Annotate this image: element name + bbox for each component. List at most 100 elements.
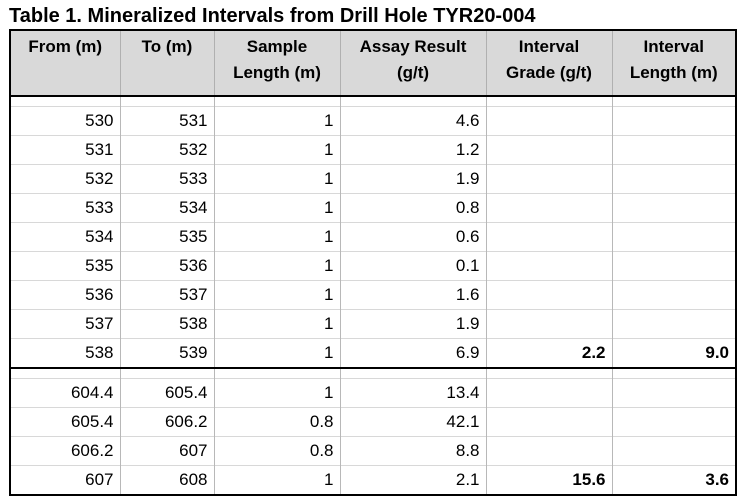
cell-sample-length: 1 — [213, 280, 340, 310]
cell-interval-grade — [485, 378, 612, 408]
cell-interval-grade: 15.6 — [485, 465, 612, 495]
spacer-cell — [485, 367, 612, 379]
cell-from: 604.4 — [10, 378, 120, 408]
cell-to: 538 — [119, 309, 214, 339]
cell-from: 538 — [10, 338, 120, 369]
cell-to: 532 — [119, 135, 214, 165]
cell-sample-length: 1 — [213, 378, 340, 408]
cell-to: 605.4 — [119, 378, 214, 408]
cell-assay-result: 6.9 — [339, 338, 486, 369]
table-row: 606.2 607 0.8 8.8 — [10, 436, 736, 466]
cell-interval-grade — [485, 309, 612, 339]
table-row: 537 538 1 1.9 — [10, 309, 736, 339]
cell-sample-length: 1 — [213, 309, 340, 339]
spacer-cell — [10, 367, 120, 379]
cell-sample-length: 1 — [213, 135, 340, 165]
table-row: 531 532 1 1.2 — [10, 135, 736, 165]
spacer-cell — [611, 95, 736, 107]
cell-from: 536 — [10, 280, 120, 310]
spacer-cell — [339, 95, 486, 107]
cell-assay-result: 0.1 — [339, 251, 486, 281]
cell-interval-length — [611, 135, 736, 165]
cell-from: 607 — [10, 465, 120, 495]
cell-to: 608 — [119, 465, 214, 495]
cell-to: 531 — [119, 106, 214, 136]
cell-assay-result: 1.9 — [339, 309, 486, 339]
cell-from: 531 — [10, 135, 120, 165]
table-row: 604.4 605.4 1 13.4 — [10, 378, 736, 408]
cell-interval-length — [611, 251, 736, 281]
cell-assay-result: 4.6 — [339, 106, 486, 136]
cell-from: 532 — [10, 164, 120, 194]
cell-to: 535 — [119, 222, 214, 252]
cell-interval-length — [611, 309, 736, 339]
spacer-cell — [611, 367, 736, 379]
cell-sample-length: 1 — [213, 251, 340, 281]
cell-interval-length: 9.0 — [611, 338, 736, 369]
cell-interval-grade — [485, 193, 612, 223]
cell-sample-length: 1 — [213, 106, 340, 136]
cell-interval-length: 3.6 — [611, 465, 736, 495]
spacer-cell — [213, 367, 340, 379]
header-interval-length: Interval Length (m) — [611, 30, 736, 97]
table-body: 530 531 1 4.6 531 532 1 1.2 532 533 1 1.9 533 534 1 0.8… — [10, 95, 736, 495]
cell-interval-length — [611, 378, 736, 408]
cell-assay-result: 42.1 — [339, 407, 486, 437]
table-row: 607 608 1 2.1 15.6 3.6 — [10, 465, 736, 495]
header-row: From (m) To (m) Sample Length (m) Assay R… — [10, 30, 736, 97]
cell-interval-length — [611, 407, 736, 437]
spacer-cell — [119, 95, 214, 107]
cell-sample-length: 1 — [213, 164, 340, 194]
cell-interval-grade — [485, 436, 612, 466]
cell-from: 535 — [10, 251, 120, 281]
cell-assay-result: 1.6 — [339, 280, 486, 310]
spacer-cell — [119, 367, 214, 379]
table-row: 533 534 1 0.8 — [10, 193, 736, 223]
cell-to: 533 — [119, 164, 214, 194]
spacer-cell — [213, 95, 340, 107]
spacer-cell — [485, 95, 612, 107]
cell-interval-grade — [485, 222, 612, 252]
table-row: 605.4 606.2 0.8 42.1 — [10, 407, 736, 437]
table-row: 532 533 1 1.9 — [10, 164, 736, 194]
table-row: 536 537 1 1.6 — [10, 280, 736, 310]
table-title: Table 1. Mineralized Intervals from Dril… — [9, 5, 536, 27]
table-row: 535 536 1 0.1 — [10, 251, 736, 281]
cell-assay-result: 0.8 — [339, 193, 486, 223]
header-interval-grade: Interval Grade (g/t) — [485, 30, 612, 97]
cell-assay-result: 2.1 — [339, 465, 486, 495]
group-spacer-row — [10, 367, 736, 379]
header-assay-result: Assay Result (g/t) — [339, 30, 486, 97]
cell-to: 536 — [119, 251, 214, 281]
cell-interval-grade — [485, 135, 612, 165]
cell-sample-length: 1 — [213, 465, 340, 495]
cell-sample-length: 0.8 — [213, 436, 340, 466]
cell-sample-length: 1 — [213, 338, 340, 369]
header-sample-length: Sample Length (m) — [213, 30, 340, 97]
cell-from: 605.4 — [10, 407, 120, 437]
cell-interval-length — [611, 193, 736, 223]
cell-interval-length — [611, 280, 736, 310]
cell-to: 539 — [119, 338, 214, 369]
table-row: 534 535 1 0.6 — [10, 222, 736, 252]
cell-interval-grade — [485, 106, 612, 136]
cell-assay-result: 1.2 — [339, 135, 486, 165]
spacer-cell — [10, 95, 120, 107]
cell-interval-grade: 2.2 — [485, 338, 612, 369]
cell-from: 530 — [10, 106, 120, 136]
cell-assay-result: 13.4 — [339, 378, 486, 408]
cell-interval-grade — [485, 164, 612, 194]
header-from: From (m) — [10, 30, 120, 97]
cell-from: 533 — [10, 193, 120, 223]
cell-interval-length — [611, 436, 736, 466]
cell-to: 607 — [119, 436, 214, 466]
group-spacer-row — [10, 95, 736, 107]
cell-sample-length: 1 — [213, 222, 340, 252]
cell-interval-grade — [485, 251, 612, 281]
cell-from: 606.2 — [10, 436, 120, 466]
table-row: 530 531 1 4.6 — [10, 106, 736, 136]
cell-interval-length — [611, 106, 736, 136]
cell-interval-length — [611, 164, 736, 194]
cell-from: 534 — [10, 222, 120, 252]
cell-interval-grade — [485, 407, 612, 437]
